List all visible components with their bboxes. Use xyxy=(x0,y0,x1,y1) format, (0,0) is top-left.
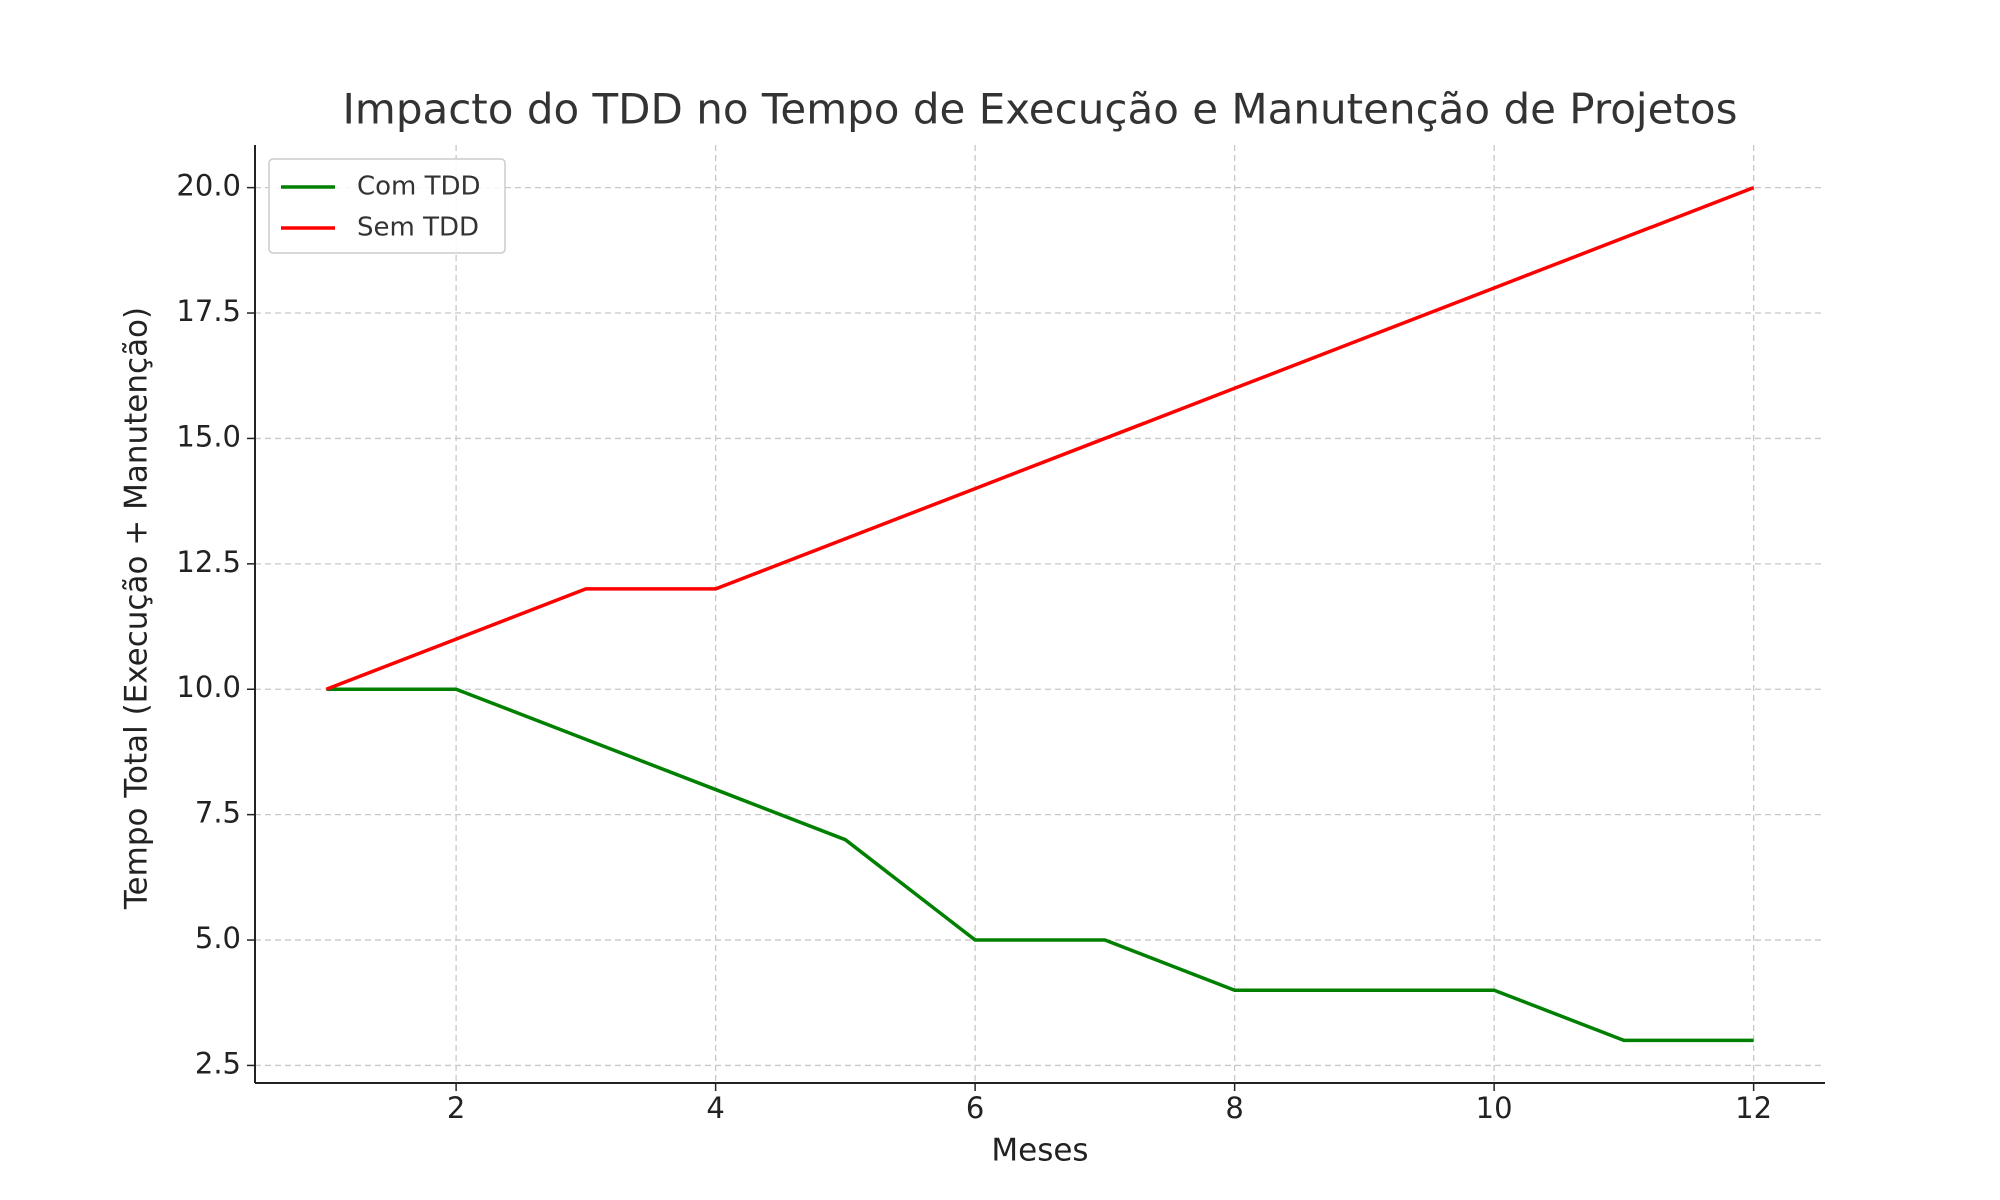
y-axis-label: Tempo Total (Execução + Manutenção) xyxy=(119,307,155,910)
x-tick-label: 12 xyxy=(1735,1091,1772,1125)
y-tick-label: 20.0 xyxy=(176,169,241,203)
series-line xyxy=(325,186,1755,691)
y-tick-label: 2.5 xyxy=(195,1046,241,1080)
x-tick-label: 2 xyxy=(447,1091,465,1125)
x-tick-label: 8 xyxy=(1225,1091,1243,1125)
y-tick-label: 10.0 xyxy=(176,670,241,704)
x-tick-label: 6 xyxy=(966,1091,984,1125)
series-line xyxy=(326,687,1754,1043)
x-axis-label: Meses xyxy=(991,1133,1088,1169)
legend-label: Sem TDD xyxy=(357,213,479,243)
y-tick-label: 15.0 xyxy=(176,419,241,453)
legend-label: Com TDD xyxy=(357,172,481,202)
x-tick-label: 10 xyxy=(1476,1091,1513,1125)
chart-title: Impacto do TDD no Tempo de Execução e Ma… xyxy=(343,85,1738,134)
y-tick-label: 17.5 xyxy=(176,294,241,328)
y-tick-label: 5.0 xyxy=(195,921,241,955)
x-tick-label: 4 xyxy=(706,1091,724,1125)
y-tick-label: 12.5 xyxy=(176,545,241,579)
y-tick-label: 7.5 xyxy=(195,796,241,830)
legend: Com TDD Sem TDD xyxy=(268,158,506,254)
